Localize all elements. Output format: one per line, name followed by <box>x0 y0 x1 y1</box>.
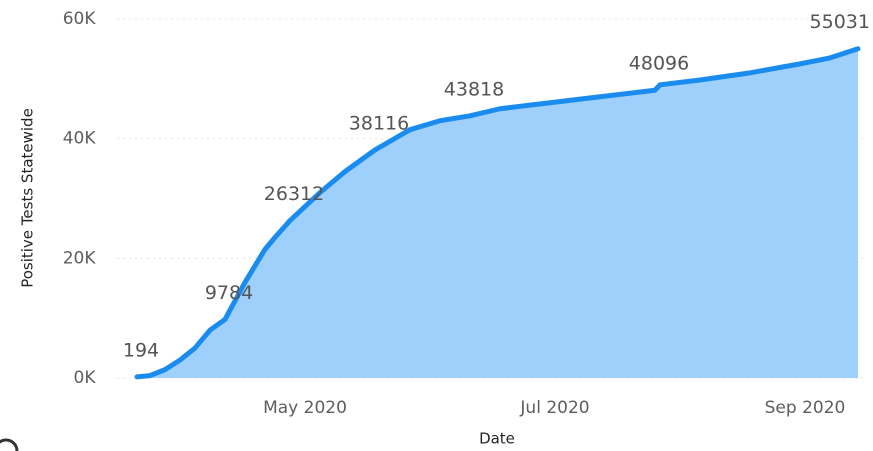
data-label: 55031 <box>810 11 870 33</box>
data-label: 48096 <box>629 53 689 75</box>
x-tick-label: Sep 2020 <box>765 398 846 418</box>
data-label: 43818 <box>444 78 504 100</box>
data-label: 38116 <box>349 112 409 134</box>
x-tick-label: May 2020 <box>263 398 347 418</box>
y-tick-label: 60K <box>63 9 97 29</box>
y-tick-label: 0K <box>74 368 97 388</box>
data-label: 26312 <box>264 183 324 205</box>
data-label: 194 <box>123 339 159 361</box>
data-label: 9784 <box>205 282 253 304</box>
y-tick-label: 40K <box>63 129 97 149</box>
area <box>137 48 858 379</box>
focus-icon[interactable] <box>0 438 19 451</box>
y-axis-title: Positive Tests Statewide <box>19 108 37 288</box>
x-axis-title: Date <box>479 430 515 448</box>
y-tick-label: 20K <box>63 248 97 268</box>
x-tick-label: Jul 2020 <box>519 398 589 418</box>
line <box>134 46 861 380</box>
